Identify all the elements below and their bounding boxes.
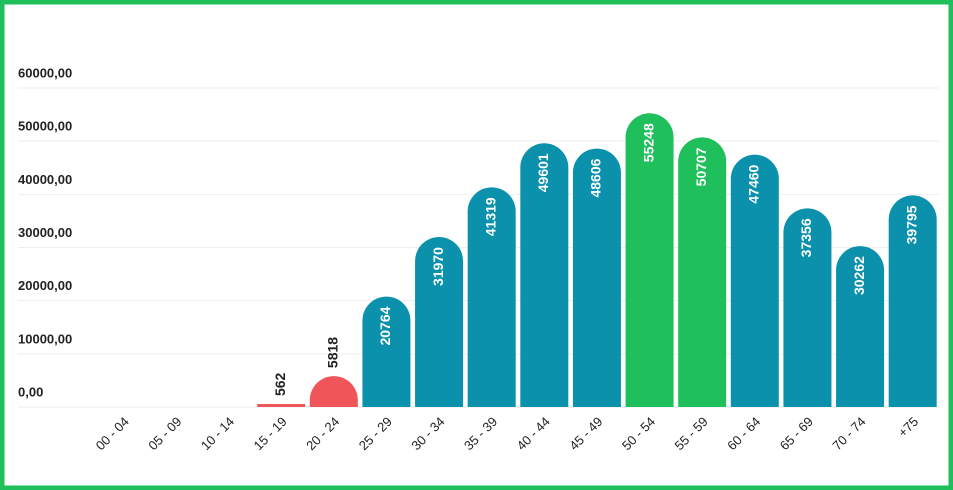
- value-label: 30262: [851, 256, 867, 295]
- x-tick-label: 20 - 24: [303, 414, 342, 453]
- value-label: 49601: [535, 153, 551, 192]
- x-tick-label: 40 - 44: [514, 414, 553, 453]
- y-tick-label: 0,00: [18, 384, 43, 399]
- x-tick-label: 30 - 34: [408, 414, 447, 453]
- y-tick-label: 60000,00: [18, 65, 72, 80]
- bar: [257, 404, 305, 407]
- x-tick-label: 15 - 19: [251, 414, 290, 453]
- value-label: 41319: [482, 197, 498, 236]
- value-label: 562: [272, 372, 288, 396]
- value-label: 5818: [325, 337, 341, 368]
- y-tick-label: 30000,00: [18, 225, 72, 240]
- x-tick-label: 55 - 59: [672, 414, 711, 453]
- chart: 0,00 10000,00 20000,00 30000,00 40000,00 5000…: [0, 0, 953, 490]
- y-tick-label: 40000,00: [18, 172, 72, 187]
- x-tick-label: 00 - 04: [93, 414, 132, 453]
- y-tick-label: 10000,00: [18, 331, 72, 346]
- x-tick-label: 50 - 54: [619, 414, 658, 453]
- x-tick-label: +75: [895, 414, 921, 440]
- value-label: 47460: [746, 164, 762, 203]
- value-label: 50707: [693, 147, 709, 186]
- page: {"chart_data": {"type": "bar", "categori…: [0, 0, 953, 490]
- x-tick-label: 60 - 64: [724, 414, 763, 453]
- value-label: 31970: [430, 247, 446, 286]
- value-label: 37356: [798, 218, 814, 257]
- value-label: 48606: [588, 158, 604, 197]
- y-tick-label: 50000,00: [18, 119, 72, 134]
- x-tick-label: 25 - 29: [356, 414, 395, 453]
- value-label: 55248: [640, 123, 656, 162]
- bar: [310, 376, 358, 407]
- x-tick-label: 45 - 49: [566, 414, 605, 453]
- y-tick-label: 20000,00: [18, 278, 72, 293]
- value-label: 39795: [903, 205, 919, 244]
- x-tick-label: 70 - 74: [829, 414, 868, 453]
- x-tick-label: 10 - 14: [198, 414, 237, 453]
- x-tick-label: 65 - 69: [777, 414, 816, 453]
- value-label: 20764: [377, 306, 393, 345]
- x-tick-label: 05 - 09: [145, 414, 184, 453]
- x-tick-label: 35 - 39: [461, 414, 500, 453]
